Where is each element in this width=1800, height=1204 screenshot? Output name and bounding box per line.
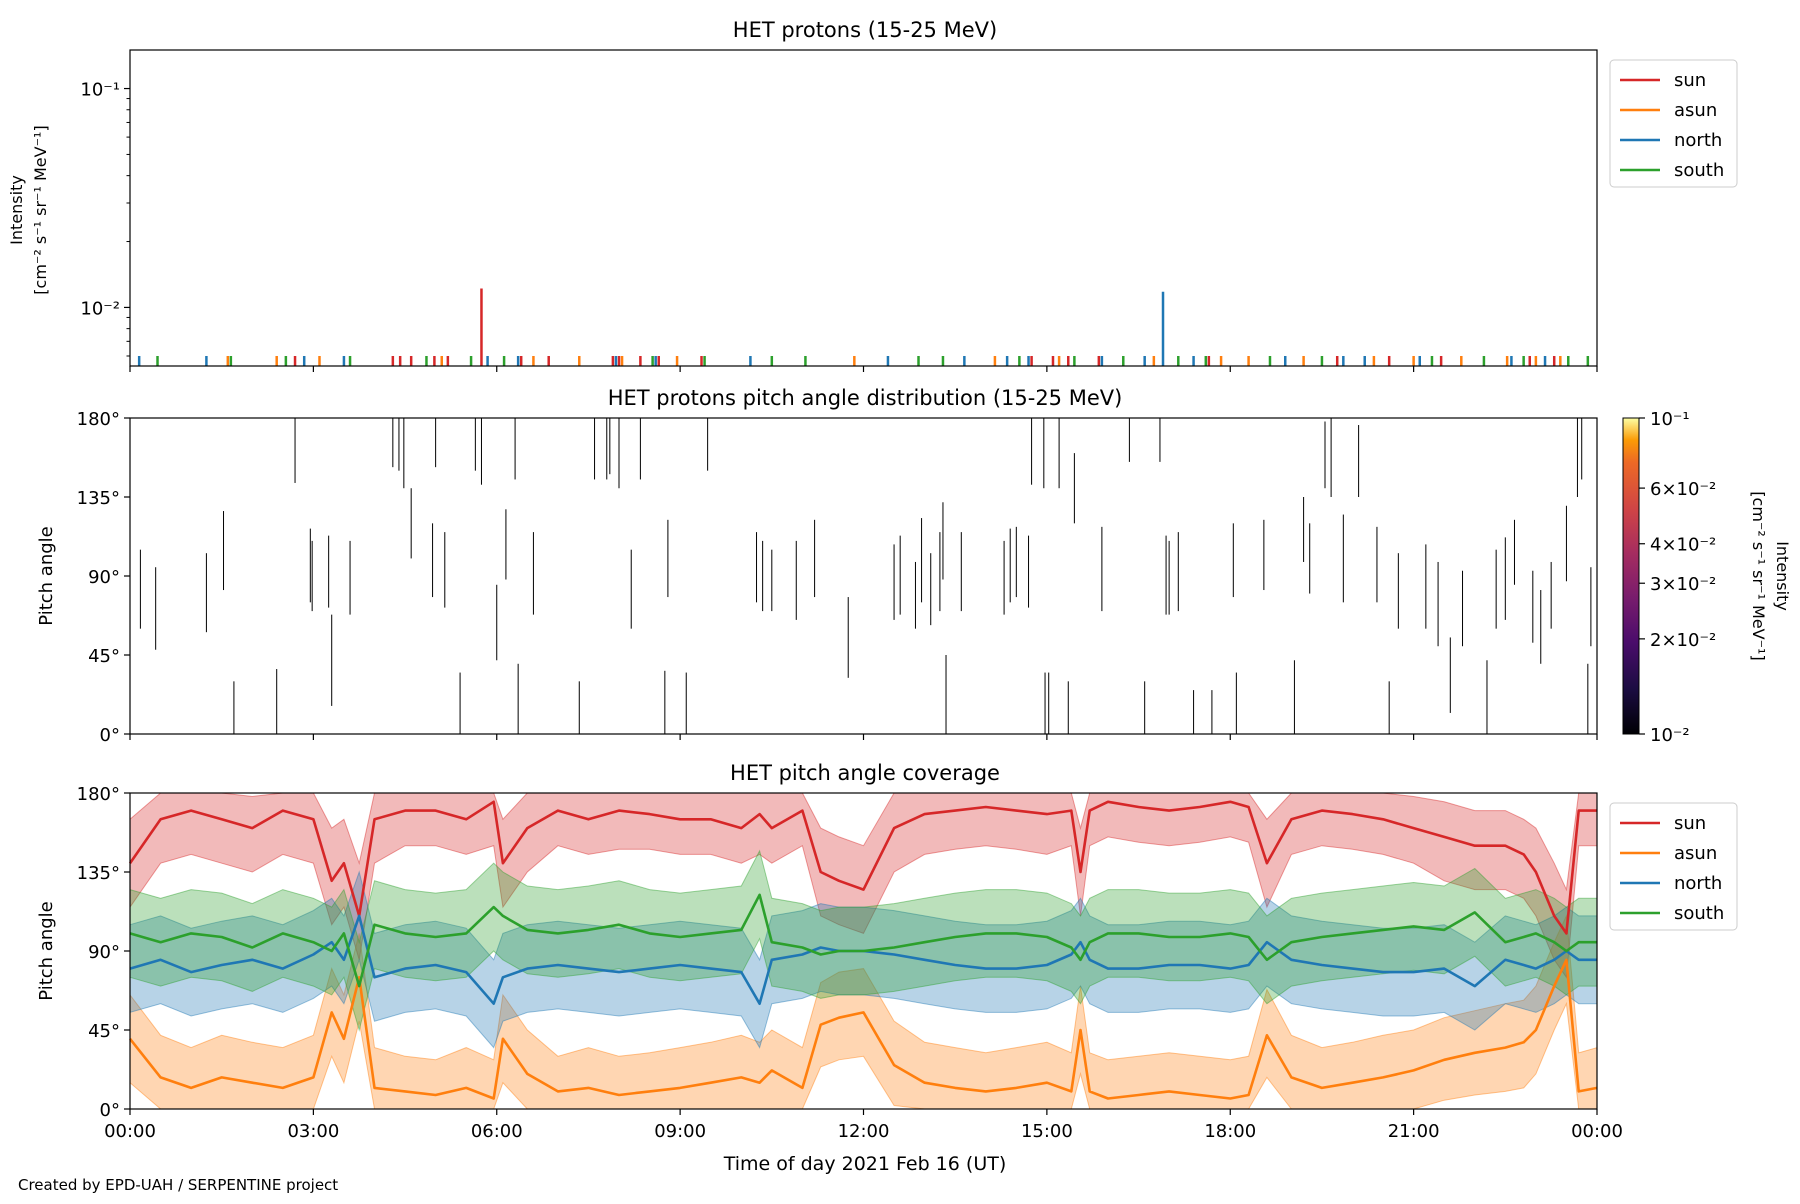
y-tick-label: 90° [88,567,120,588]
coverage-y-ticks: 0° 45° 90° 135° 180° [77,784,130,1121]
colorbar-gradient [1622,417,1640,735]
north-legend-label: north [1674,873,1722,894]
colorbar-tick-label: 3×10⁻² [1650,574,1716,595]
y-tick-label: 180° [77,409,120,430]
colorbar-label-line2: [cm⁻² s⁻¹ sr⁻¹ MeV⁻¹] [1749,491,1768,660]
y-tick-label: 10⁻² [80,298,120,319]
asun-legend-label: asun [1674,843,1717,864]
intensity-y-ticks: 10⁻¹ 10⁻² [80,80,130,357]
pad-y-axis-label: Pitch angle [36,526,57,625]
colorbar-tick-label: 4×10⁻² [1650,535,1716,556]
coverage-lines [128,800,1598,1100]
x-tick-label: 03:00 [287,1121,339,1142]
x-tick-label: 21:00 [1388,1121,1440,1142]
x-tick-label: 09:00 [654,1121,706,1142]
north-coverage-line [129,914,1597,1006]
x-tick-label: 12:00 [838,1121,890,1142]
y-tick-label: 180° [77,784,120,805]
y-tick-label: 45° [88,646,120,667]
pad-x-ticks [129,734,1598,740]
x-tick-label: 00:00 [1571,1121,1623,1142]
coverage-panel-title: HET pitch angle coverage [730,761,1000,785]
legend-box [1609,802,1738,931]
x-tick-label: 18:00 [1204,1121,1256,1142]
intensity-panel-title: HET protons (15-25 MeV) [733,18,997,42]
y-tick-label: 10⁻¹ [80,80,120,101]
colorbar-tick-label: 10⁻¹ [1650,409,1690,430]
intensity-y-axis-label-line2: [cm⁻² s⁻¹ sr⁻¹ MeV⁻¹] [31,125,50,294]
colorbar-label-line1: Intensity [1773,541,1792,611]
coverage-plot-frame [129,792,1598,1110]
y-tick-label: 0° [100,1100,120,1121]
pad-y-ticks: 0° 45° 90° 135° 180° [77,409,130,746]
x-tick-label: 00:00 [104,1121,156,1142]
south-legend-label: south [1674,160,1724,181]
intensity-panel: HET protons (15-25 MeV) Intensity [cm⁻² … [7,18,1738,372]
coverage-x-axis-label: Time of day 2021 Feb 16 (UT) [723,1153,1007,1175]
credit-text: Created by EPD-UAH / SERPENTINE project [18,1176,339,1194]
asun-legend-label: asun [1674,100,1717,121]
pad-panel-title: HET protons pitch angle distribution (15… [608,386,1123,410]
x-tick-label: 15:00 [1021,1121,1073,1142]
intensity-legend: sun asun north south [1609,59,1738,188]
north-legend-label: north [1674,130,1722,151]
pad-streaks [139,418,1592,734]
y-tick-label: 90° [88,942,120,963]
colorbar-tick-label: 6×10⁻² [1650,479,1716,500]
pad-panel: HET protons pitch angle distribution (15… [36,386,1792,746]
y-tick-label: 45° [88,1021,120,1042]
legend-box [1609,59,1738,188]
y-tick-label: 135° [77,863,120,884]
y-tick-label: 0° [100,725,120,746]
intensity-bars [137,288,1590,366]
sun-legend-label: sun [1674,70,1706,91]
sun-coverage-line [128,800,1597,935]
coverage-legend: sun asun north south [1609,802,1738,931]
intensity-x-ticks [129,366,1598,372]
colorbar: 10⁻¹ 6×10⁻² 4×10⁻² 3×10⁻² 2×10⁻² 10⁻² Intensi… [1622,409,1792,746]
sun-legend-label: sun [1674,813,1706,834]
x-tick-label: 06:00 [471,1121,523,1142]
coverage-y-axis-label: Pitch angle [36,901,57,1000]
colorbar-ticks: 10⁻¹ 6×10⁻² 4×10⁻² 3×10⁻² 2×10⁻² 10⁻² [1639,409,1716,746]
y-tick-label: 135° [77,488,120,509]
asun-coverage-line [128,958,1598,1100]
south-legend-label: south [1674,903,1724,924]
south-coverage-line [129,893,1597,988]
intensity-y-axis-label: Intensity [cm⁻² s⁻¹ sr⁻¹ MeV⁻¹] [7,125,50,294]
intensity-y-axis-label-line1: Intensity [7,175,26,245]
colorbar-tick-label: 2×10⁻² [1650,630,1716,651]
coverage-panel: HET pitch angle coverage Pitch angle 0° 4… [36,761,1738,1175]
coverage-bands [129,792,1598,1110]
pad-plot-frame [129,417,1598,735]
colorbar-tick-label: 10⁻² [1650,725,1690,746]
intensity-plot-frame [129,49,1598,367]
coverage-x-ticks: 00:00 03:00 06:00 09:00 12:00 15:00 18:00 21:00… [104,1109,1623,1142]
